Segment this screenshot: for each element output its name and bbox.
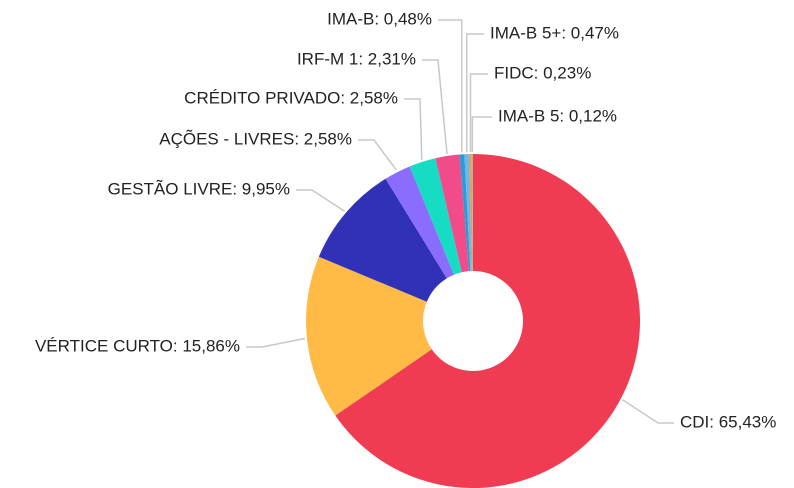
slice-label: IRF-M 1: 2,31% (297, 49, 416, 68)
leader-line (404, 98, 423, 160)
leader-line (358, 139, 398, 171)
leader-line (422, 59, 448, 155)
leader-line (471, 116, 492, 153)
slice-label: FIDC: 0,23% (494, 63, 591, 82)
slice-label: GESTÃO LIVRE: 9,95% (108, 179, 290, 198)
leader-line (246, 337, 306, 348)
slice (471, 154, 473, 272)
slice (464, 154, 472, 272)
slice (306, 256, 432, 416)
slice (469, 154, 473, 272)
slice-label: CRÉDITO PRIVADO: 2,58% (184, 88, 398, 107)
leader-line (438, 19, 463, 153)
slice-label: VÉRTICE CURTO: 15,86% (35, 336, 240, 355)
slice-label: IMA-B 5+: 0,47% (490, 23, 619, 42)
leader-line (622, 399, 674, 424)
leader-line (469, 73, 488, 153)
slice (318, 178, 447, 302)
slice-label: CDI: 65,43% (680, 412, 776, 431)
slice (435, 154, 469, 273)
slice (335, 154, 641, 488)
leader-line (466, 33, 484, 153)
slice (385, 166, 455, 279)
leader-line (296, 189, 345, 212)
slice (459, 154, 471, 272)
slice-label: IMA-B: 0,48% (327, 9, 432, 28)
slice-label: AÇÕES - LIVRES: 2,58% (159, 129, 352, 148)
slice (409, 158, 462, 275)
slice-label: IMA-B 5: 0,12% (498, 106, 617, 125)
